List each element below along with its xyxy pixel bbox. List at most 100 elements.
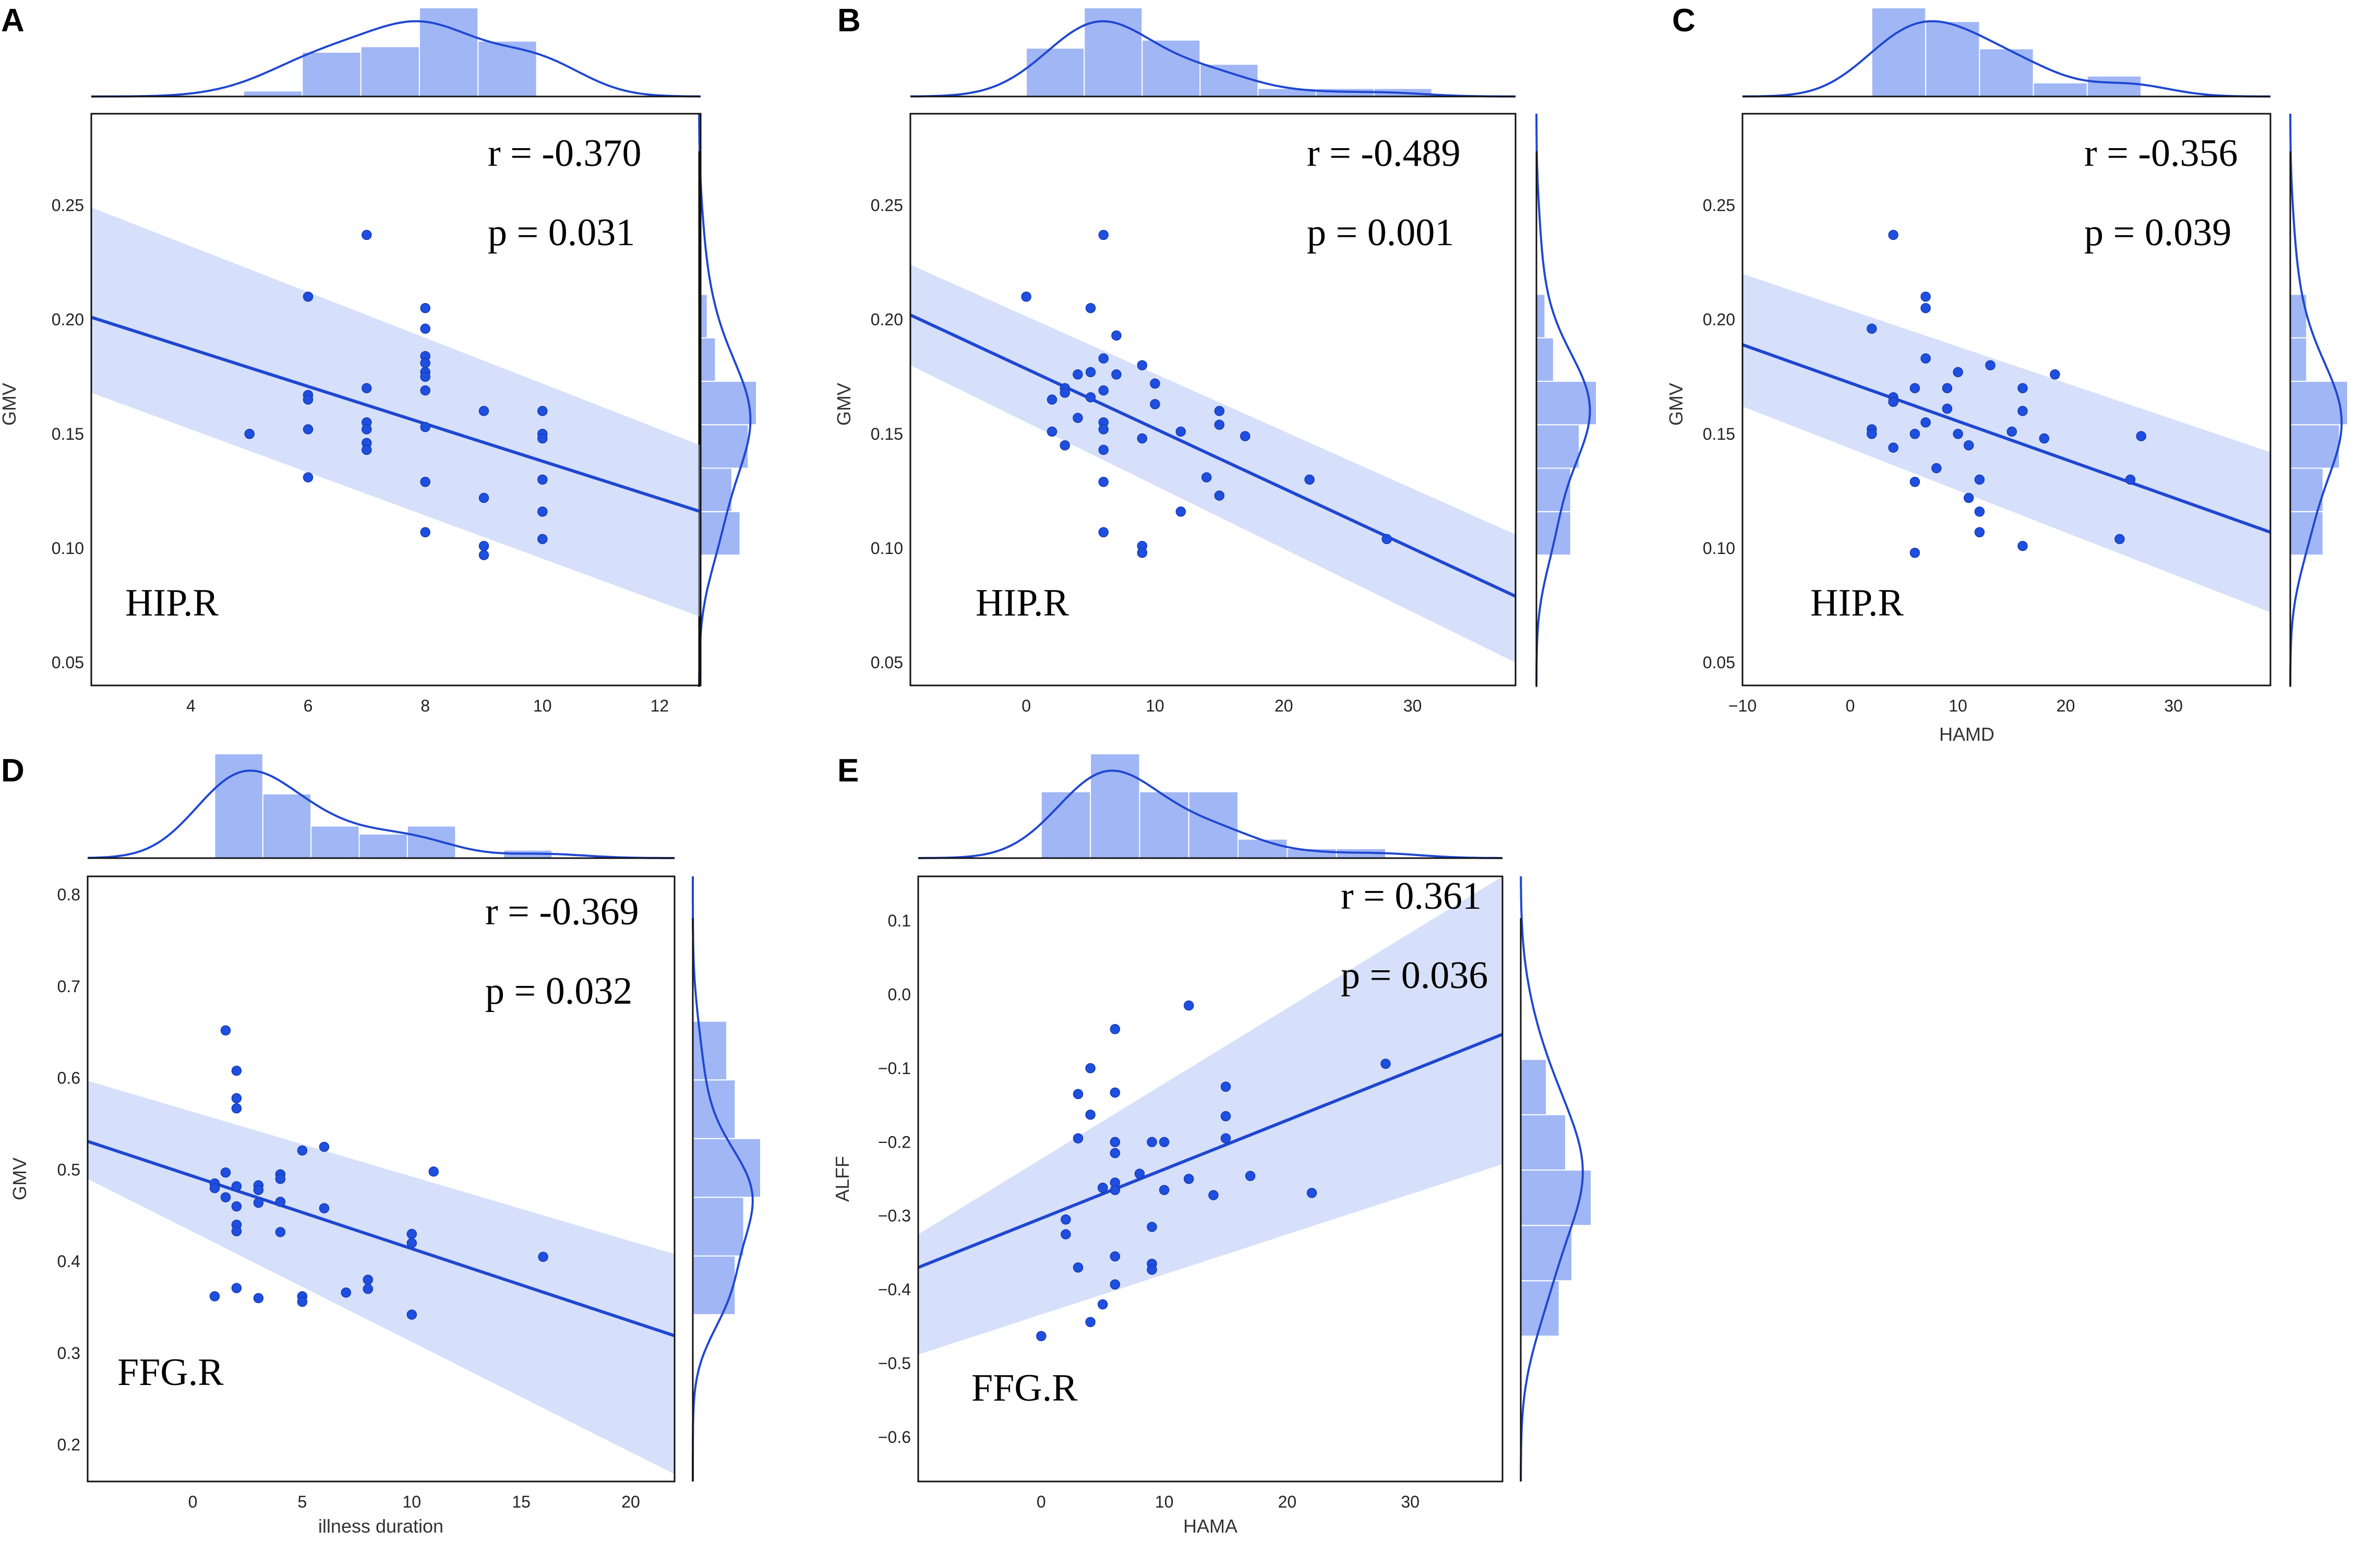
right-hist-bar (1536, 511, 1571, 556)
top-hist-bar (1188, 791, 1239, 859)
panel-letter-e: E (837, 753, 859, 789)
data-point (1942, 383, 1953, 393)
data-point (1137, 360, 1148, 370)
top-hist-bar (262, 793, 312, 859)
top-hist-bar (2086, 75, 2142, 97)
data-point (1021, 291, 1031, 302)
data-point (2050, 369, 2060, 380)
data-point (303, 291, 314, 302)
data-point (420, 358, 430, 368)
data-point (1974, 474, 1985, 485)
data-point (1060, 440, 1070, 451)
y-tick-label: −0.2 (878, 1133, 911, 1151)
y-tick-label: 0.20 (1703, 310, 1735, 329)
data-point (303, 424, 314, 435)
data-point (319, 1203, 330, 1213)
data-point (1974, 507, 1985, 517)
data-point (1150, 378, 1160, 389)
data-point (420, 527, 430, 538)
data-point (1183, 1174, 1194, 1184)
plot-frame (917, 875, 1504, 1483)
data-point (1110, 1137, 1121, 1148)
top-kde-curve (91, 20, 701, 98)
data-point (231, 1093, 242, 1104)
data-point (1214, 490, 1225, 501)
x-tick-label: 20 (621, 1492, 640, 1511)
top-kde-curve (1742, 20, 2271, 98)
data-point (1909, 547, 1920, 558)
data-point (1888, 396, 1898, 407)
y-axis-label: GMV (9, 1158, 30, 1200)
data-point (1085, 1063, 1096, 1074)
p-value-annotation: p = 0.032 (485, 970, 632, 1013)
x-axis-label: HAMD (1939, 724, 1994, 745)
data-point (1085, 392, 1096, 403)
plot-frame (909, 113, 1517, 686)
top-hist-bar (360, 46, 420, 97)
x-tick-label: 4 (186, 696, 196, 715)
data-point (1175, 426, 1186, 437)
data-point (406, 1228, 417, 1239)
confidence-band (910, 264, 1516, 663)
data-point (275, 1197, 286, 1207)
data-point (2114, 534, 2125, 545)
right-hist-bar (699, 467, 732, 512)
data-point (362, 230, 372, 240)
data-point (1098, 444, 1109, 455)
y-tick-label: 0.20 (52, 310, 84, 329)
data-point (1150, 399, 1160, 409)
regression-line (88, 1140, 675, 1338)
data-point (253, 1185, 264, 1195)
x-tick-label: 12 (651, 696, 669, 715)
data-point (537, 406, 548, 416)
data-point (1110, 1251, 1121, 1262)
data-point (1098, 527, 1109, 538)
right-hist-bar (1536, 467, 1571, 512)
data-point (1920, 303, 1931, 314)
data-point (1245, 1171, 1256, 1182)
right-hist-bar (1520, 1058, 1547, 1115)
data-point (1909, 383, 1920, 393)
data-point (1920, 291, 1931, 302)
data-point (1060, 388, 1070, 398)
top-hist-bar (1026, 47, 1085, 97)
data-point (1137, 433, 1148, 444)
data-point (1097, 1299, 1108, 1310)
data-point (231, 1181, 242, 1191)
data-point (478, 540, 489, 551)
right-hist-bar (699, 424, 749, 469)
right-kde-curve (698, 113, 752, 686)
y-tick-label: −0.5 (878, 1354, 911, 1373)
regression-line (91, 316, 701, 513)
data-point (303, 394, 314, 405)
data-point (1098, 385, 1109, 396)
y-tick-label: 0.0 (888, 985, 911, 1004)
plot-frame (90, 113, 702, 686)
panel-e: E 0 10 20 30 −0.6 −0.5 −0.4 −0.3 −0.2 −0.1 0.0 0.1 HA… (832, 753, 1592, 1537)
y-tick-label: −0.6 (878, 1428, 911, 1447)
top-hist-bar (2033, 82, 2088, 98)
data-point (319, 1141, 330, 1152)
data-point (2125, 474, 2136, 485)
data-point (2017, 406, 2028, 416)
x-tick-label: 20 (2057, 696, 2075, 715)
y-tick-label: 0.25 (871, 196, 903, 214)
y-tick-label: 0.10 (871, 539, 903, 558)
confidence-band (1742, 273, 2270, 612)
confidence-band (88, 1080, 675, 1474)
y-tick-label: 0.1 (888, 911, 911, 930)
data-point (1220, 1081, 1231, 1092)
data-point (478, 492, 489, 503)
x-tick-label: 10 (402, 1492, 421, 1511)
y-tick-label: 0.8 (57, 885, 80, 904)
top-hist-bar (1871, 7, 1927, 97)
top-kde-curve (918, 769, 1502, 859)
data-point (1183, 1000, 1194, 1011)
r-value-annotation: r = -0.356 (2084, 132, 2238, 175)
data-point (275, 1174, 286, 1184)
data-point (244, 429, 255, 439)
data-point (1085, 1317, 1096, 1328)
data-point (1085, 303, 1096, 314)
data-point (2039, 433, 2050, 444)
data-point (1208, 1190, 1219, 1200)
